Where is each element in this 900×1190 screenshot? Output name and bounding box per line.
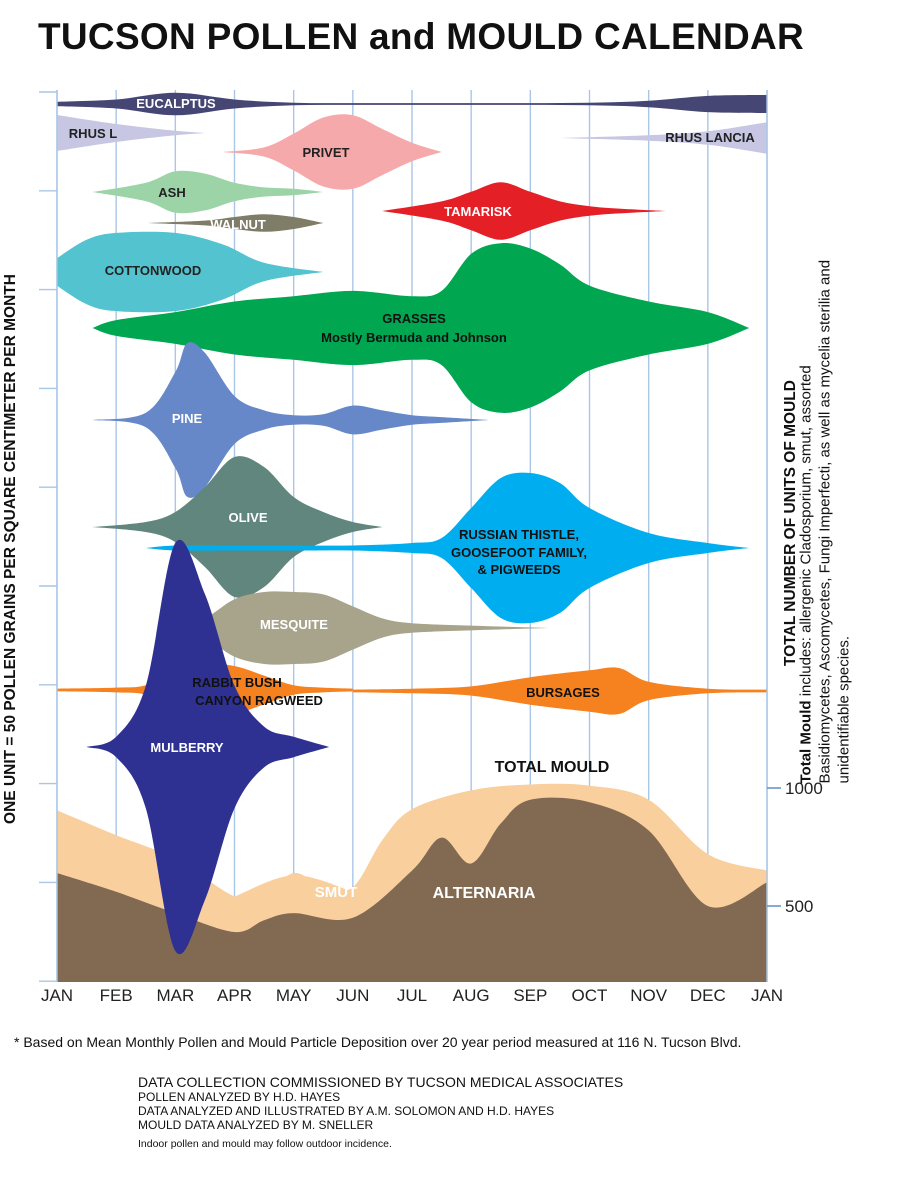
credit-line: MOULD DATA ANALYZED BY M. SNELLER xyxy=(138,1118,374,1132)
axis-layer: 500 1000 JAN FEB MAR APR MAY JUN JUL AUG SEP OCT NOV… xyxy=(39,90,823,1005)
pollen-series-privet xyxy=(222,114,442,190)
series-label: RUSSIAN THISTLE, xyxy=(459,527,579,542)
left-axis-label: ONE UNIT = 50 POLLEN GRAINS PER SQUARE C… xyxy=(2,274,19,824)
month-tick-label: JAN xyxy=(41,986,73,1005)
month-tick-label: FEB xyxy=(100,986,133,1005)
pollen-series-ash xyxy=(92,170,324,214)
pollen-series-rhus-lancia xyxy=(559,122,767,154)
pollen-series-eucalptus xyxy=(57,92,767,116)
month-tick-label: OCT xyxy=(572,986,608,1005)
series-label: WALNUT xyxy=(210,217,266,232)
series-label: ALTERNARIA xyxy=(433,885,536,902)
credits: DATA COLLECTION COMMISSIONED BY TUCSON M… xyxy=(138,1074,623,1151)
pollen-mould-chart: EUCALPTUS RHUS L RHUS LANCIA PRIVET ASH WALNU… xyxy=(39,90,823,1005)
series-label: TAMARISK xyxy=(444,204,512,219)
month-tick-label: MAY xyxy=(276,986,312,1005)
pollen-series-walnut xyxy=(145,214,324,232)
pollen-series-mulberry xyxy=(86,539,330,955)
pollen-series-olive xyxy=(92,456,383,598)
series-label: SMUT xyxy=(315,884,358,901)
series-label: RABBIT BUSH xyxy=(192,675,282,690)
mould-layer xyxy=(57,783,767,982)
month-tick-label: JUL xyxy=(397,986,427,1005)
pollen-series-russian-thistle-goosefoot-family-pigweeds xyxy=(145,472,750,624)
series-label: TOTAL MOULD xyxy=(495,759,610,776)
series-label: COTTONWOOD xyxy=(105,263,202,278)
mould-area-alternaria xyxy=(57,797,767,982)
pollen-series-mesquite xyxy=(175,591,549,665)
chart-title: TUCSON POLLEN and MOULD CALENDAR xyxy=(38,16,805,57)
month-tick-label: JUN xyxy=(336,986,369,1005)
credit-note: Indoor pollen and mould may follow outdo… xyxy=(138,1138,392,1150)
credit-line: DATA ANALYZED AND ILLUSTRATED BY A.M. SO… xyxy=(138,1104,555,1118)
series-label: MULBERRY xyxy=(150,740,224,755)
series-label: EUCALPTUS xyxy=(136,96,216,111)
series-label: OLIVE xyxy=(228,510,267,525)
series-label: Mostly Bermuda and Johnson xyxy=(321,330,507,345)
footnote: * Based on Mean Monthly Pollen and Mould… xyxy=(14,1034,742,1050)
month-tick-label: MAR xyxy=(156,986,194,1005)
credit-line: DATA COLLECTION COMMISSIONED BY TUCSON M… xyxy=(138,1074,624,1090)
series-label: RHUS L xyxy=(69,126,117,141)
pollen-series-grasses-mostly-bermuda-and-johnson xyxy=(92,243,750,413)
credit-line: POLLEN ANALYZED BY H.D. HAYES xyxy=(138,1090,341,1104)
month-tick-label: DEC xyxy=(690,986,726,1005)
pollen-series-pine xyxy=(92,342,489,498)
series-label: PINE xyxy=(172,411,203,426)
month-tick-label: AUG xyxy=(453,986,490,1005)
month-tick-label: SEP xyxy=(513,986,547,1005)
series-label: GOOSEFOOT FAMILY, xyxy=(451,545,587,560)
mould-note: Total Mould includes: allergenic Cladosp… xyxy=(797,254,854,784)
mould-note-bold: Total Mould xyxy=(797,700,815,784)
mould-axis-tick-label: 500 xyxy=(785,897,813,916)
series-label: MESQUITE xyxy=(260,617,328,632)
pollen-series-cottonwood xyxy=(57,231,324,313)
pollen-series-rhus-l xyxy=(57,115,205,151)
pollen-series-tamarisk xyxy=(382,182,667,240)
series-label: GRASSES xyxy=(382,311,446,326)
month-tick-label: APR xyxy=(217,986,252,1005)
month-tick-label: NOV xyxy=(630,986,668,1005)
series-label: BURSAGES xyxy=(526,685,600,700)
series-label: RHUS LANCIA xyxy=(665,130,755,145)
series-label: PRIVET xyxy=(303,145,350,160)
pollen-layer xyxy=(57,92,767,955)
series-label: & PIGWEEDS xyxy=(477,562,560,577)
month-tick-label: JAN xyxy=(751,986,783,1005)
series-label: CANYON RAGWEED xyxy=(195,693,323,708)
series-label: ASH xyxy=(158,185,185,200)
label-layer: EUCALPTUS RHUS L RHUS LANCIA PRIVET ASH WALNU… xyxy=(69,96,756,902)
pollen-series-bursages xyxy=(352,667,767,715)
mould-axis-tick-label: 1000 xyxy=(785,779,823,798)
